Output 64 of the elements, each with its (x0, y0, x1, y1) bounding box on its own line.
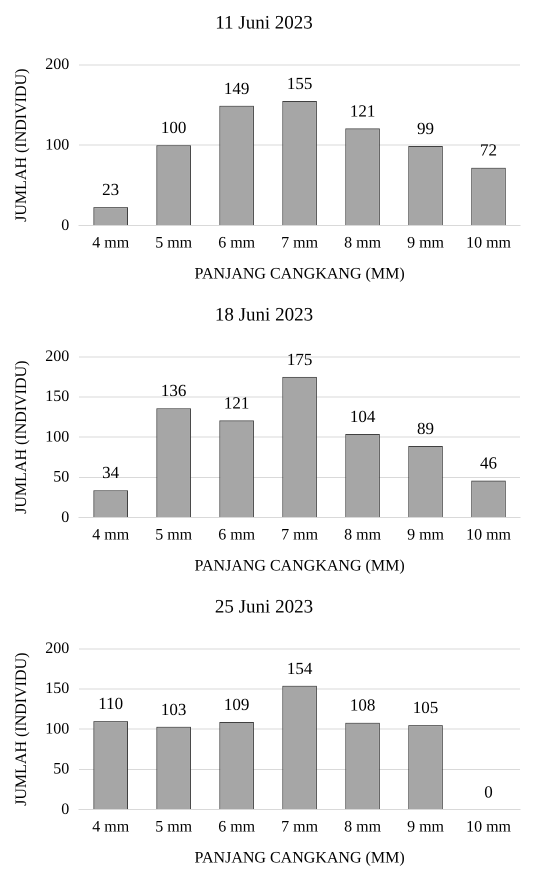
data-label: 121 (350, 101, 376, 120)
x-tick-label: 6 mm (218, 234, 256, 252)
x-tick-label: 4 mm (92, 818, 130, 836)
y-tick-label: 150 (45, 680, 70, 698)
x-tick-label: 6 mm (218, 818, 256, 836)
data-label: 149 (224, 78, 250, 98)
data-label: 100 (160, 118, 186, 138)
data-label: 105 (412, 698, 438, 718)
x-tick-label: 7 mm (281, 526, 319, 544)
data-label: 72 (480, 140, 498, 160)
x-tick-label: 4 mm (92, 526, 130, 544)
y-tick-label: 100 (45, 136, 70, 154)
y-tick-label: 50 (53, 468, 70, 486)
x-tick-label: 9 mm (407, 234, 445, 252)
y-tick-label: 50 (53, 760, 70, 778)
x-tick-label: 10 mm (466, 818, 512, 836)
y-axis-title: JUMLAH (INDIVIDU) (12, 68, 30, 222)
data-label: 34 (102, 463, 120, 482)
y-tick-label: 200 (45, 56, 70, 74)
data-label: 23 (102, 180, 120, 200)
x-tick-label: 10 mm (466, 526, 512, 544)
data-label: 155 (286, 74, 312, 93)
y-axis-title: JUMLAH (INDIVIDU) (12, 652, 30, 806)
x-tick-label: 5 mm (155, 818, 193, 836)
y-tick-label: 100 (45, 428, 70, 446)
data-label: 99 (417, 118, 434, 138)
data-label: 136 (160, 381, 186, 400)
x-tick-label: 8 mm (344, 818, 382, 836)
y-tick-label: 0 (61, 216, 70, 234)
data-label: 121 (224, 393, 250, 412)
data-label: 154 (286, 658, 313, 678)
x-tick-label: 7 mm (281, 234, 319, 252)
y-tick-label: 0 (61, 508, 70, 526)
y-tick-label: 200 (45, 348, 70, 366)
x-tick-label: 10 mm (466, 234, 512, 252)
chart-title: 11 Juni 2023 (215, 12, 313, 34)
y-tick-label: 100 (45, 720, 70, 738)
x-tick-label: 7 mm (281, 818, 319, 836)
y-tick-label: 200 (45, 640, 70, 658)
y-tick-label: 150 (45, 388, 70, 406)
x-tick-label: 5 mm (155, 234, 193, 252)
x-axis-title: PANJANG CANGKANG (MM) (194, 266, 405, 283)
x-tick-label: 6 mm (218, 526, 256, 544)
y-tick-label: 0 (61, 800, 70, 818)
x-tick-label: 9 mm (407, 526, 445, 544)
data-label: 175 (286, 350, 312, 369)
data-label: 103 (160, 700, 186, 719)
y-axis-title: JUMLAH (INDIVIDU) (12, 360, 30, 514)
x-tick-label: 4 mm (92, 234, 130, 252)
data-label: 110 (98, 694, 124, 714)
data-label: 109 (224, 694, 250, 714)
x-tick-label: 5 mm (155, 526, 193, 544)
data-label: 0 (484, 782, 493, 802)
x-tick-label: 8 mm (344, 526, 382, 544)
chart-title: 18 Juni 2023 (214, 304, 314, 326)
data-label: 46 (480, 454, 498, 473)
x-axis-title: PANJANG CANGKANG (MM) (194, 850, 405, 867)
chart-title: 25 Juni 2023 (214, 596, 314, 618)
x-tick-label: 8 mm (344, 234, 382, 252)
x-axis-title: PANJANG CANGKANG (MM) (194, 558, 405, 575)
data-label: 108 (350, 696, 376, 715)
x-tick-label: 9 mm (407, 818, 445, 836)
data-label: 89 (417, 419, 434, 438)
data-label: 104 (350, 406, 376, 426)
